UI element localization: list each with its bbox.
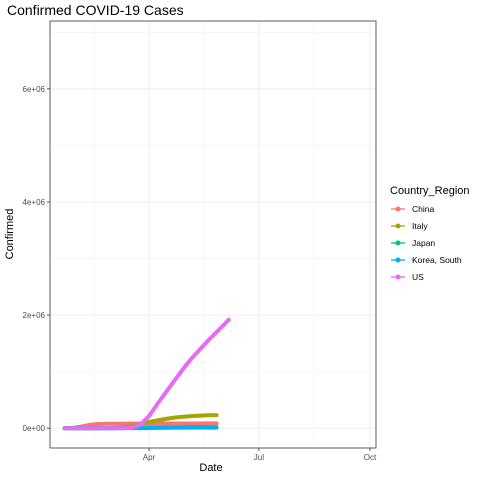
- legend-key-dot: [396, 275, 401, 280]
- y-axis-title: Confirmed: [4, 209, 16, 260]
- legend-label: US: [412, 272, 424, 282]
- legend-label: Korea, South: [412, 255, 462, 265]
- legend-items: China Italy Japan Korea, South US: [391, 204, 462, 282]
- legend-key-dot: [396, 258, 401, 263]
- x-tick-label: Oct: [364, 453, 377, 462]
- legend: Country_Region China Italy Japan Korea, Sou…: [390, 185, 470, 282]
- legend-item-japan: Japan: [391, 238, 435, 248]
- legend-label: Italy: [412, 221, 428, 231]
- legend-item-us: US: [391, 272, 424, 282]
- x-axis-title: Date: [199, 462, 222, 474]
- y-tick-label: 0e+00: [23, 424, 46, 433]
- x-tick-label: Jul: [254, 453, 264, 462]
- x-axis: Apr Jul Oct: [143, 448, 377, 462]
- legend-item-korea-south: Korea, South: [391, 255, 462, 265]
- y-axis: 0e+00 2e+06 4e+06 6e+06: [23, 85, 50, 433]
- legend-title: Country_Region: [390, 185, 470, 197]
- legend-item-china: China: [391, 204, 434, 214]
- legend-key-dot: [396, 224, 401, 229]
- y-tick-label: 4e+06: [23, 198, 46, 207]
- y-tick-label: 2e+06: [23, 311, 46, 320]
- plot-panel: [50, 21, 376, 448]
- legend-key-dot: [396, 207, 401, 212]
- legend-key-dot: [396, 241, 401, 246]
- x-tick-label: Apr: [143, 453, 156, 462]
- chart-title: Confirmed COVID-19 Cases: [7, 2, 184, 18]
- y-tick-label: 6e+06: [23, 85, 46, 94]
- legend-item-italy: Italy: [391, 221, 428, 231]
- legend-label: China: [412, 204, 434, 214]
- legend-label: Japan: [412, 238, 435, 248]
